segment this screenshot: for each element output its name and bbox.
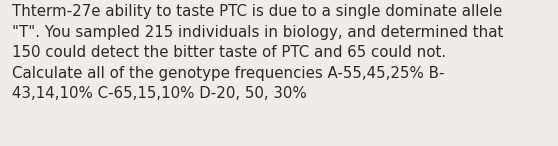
Text: Thterm-27e ability to taste PTC is due to a single dominate allele
"T". You samp: Thterm-27e ability to taste PTC is due t… <box>12 4 504 101</box>
